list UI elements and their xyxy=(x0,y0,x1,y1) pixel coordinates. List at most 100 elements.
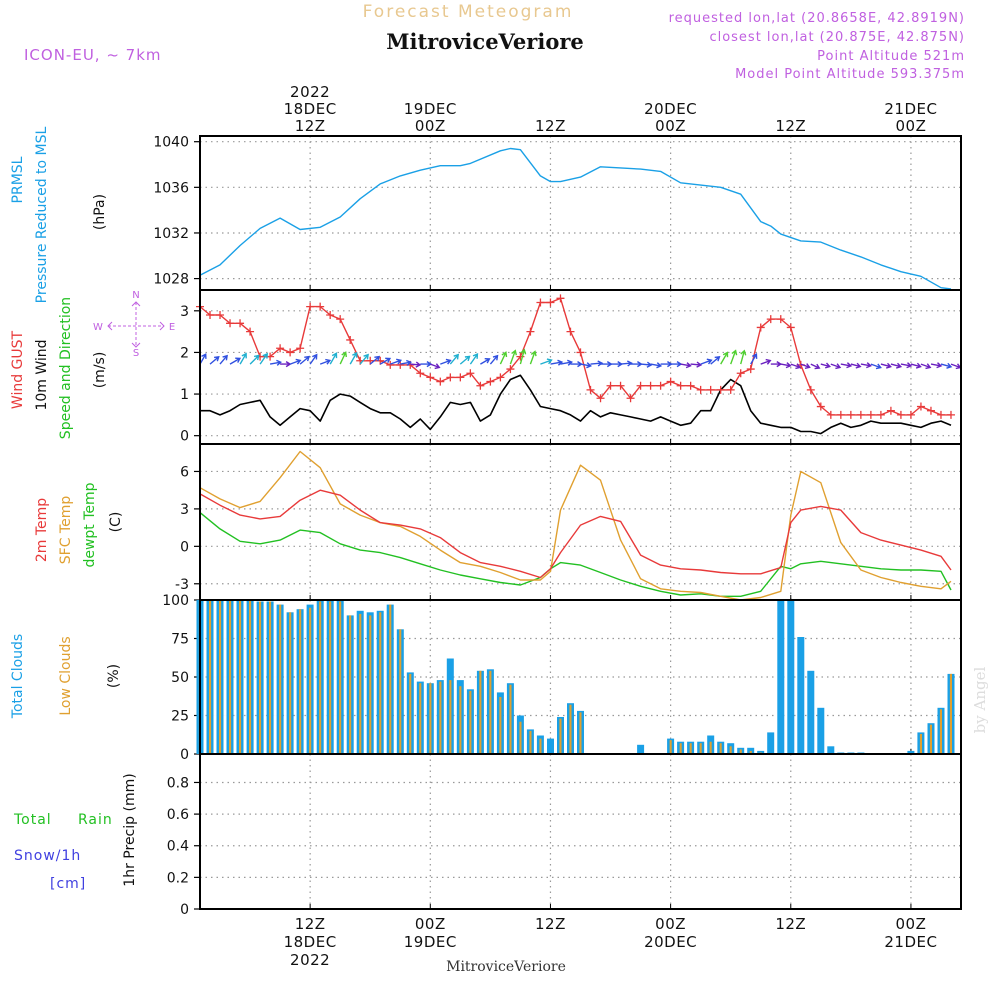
wind-gust-point xyxy=(626,394,635,403)
temp-unit: (C) xyxy=(108,512,124,533)
wind-direction-arrow xyxy=(529,350,537,365)
total-clouds-bar xyxy=(787,600,795,754)
wind-direction-arrow xyxy=(910,362,922,369)
wind-direction-arrow xyxy=(920,363,932,370)
wind-gust-point xyxy=(716,385,725,394)
low-clouds-bar xyxy=(409,673,412,754)
low-clouds-bar xyxy=(509,684,512,754)
wind-direction-arrow xyxy=(209,355,220,365)
low-clouds-bar xyxy=(679,743,682,754)
low-clouds-bar xyxy=(209,600,212,754)
wind-direction-arrow xyxy=(550,359,564,366)
compass-n: N xyxy=(132,290,139,301)
wind-direction-arrow xyxy=(269,359,282,366)
wind-gust-point xyxy=(546,298,555,307)
wind-gust-point xyxy=(666,377,675,386)
wind-direction-arrow xyxy=(339,351,347,365)
wind-direction-arrow xyxy=(840,362,853,369)
low-clouds-bar xyxy=(429,683,432,754)
wind-direction-arrow xyxy=(780,362,792,369)
wind-gust-point xyxy=(826,410,835,419)
total-clouds-bar xyxy=(807,670,815,754)
wind-direction-arrow xyxy=(289,358,302,365)
bottom-time-label: 2022 xyxy=(290,951,330,969)
wind-gust-point xyxy=(416,369,425,378)
low-clouds-bar xyxy=(719,743,722,754)
low-clouds-bar xyxy=(469,690,472,754)
precip-ytick-label: 0.4 xyxy=(167,839,189,855)
wind-gust-point xyxy=(436,377,445,386)
pressure-ytick-label: 1032 xyxy=(153,226,189,242)
low-clouds-bar xyxy=(379,612,382,754)
low-clouds-bar xyxy=(459,686,462,754)
wind-direction-arrow xyxy=(860,362,873,369)
model-label: ICON-EU, ~ 7km xyxy=(24,46,162,64)
wind-gust-point xyxy=(846,410,855,419)
precip-rain-label: Rain xyxy=(78,812,113,828)
temp-ytick-label: 3 xyxy=(180,502,189,518)
wind-gust-point xyxy=(726,385,735,394)
clouds-ytick-label: 25 xyxy=(171,709,189,725)
low-clouds-bar xyxy=(479,670,482,754)
wind-unit: (m/s) xyxy=(92,352,108,389)
wind-gust-point xyxy=(766,315,775,324)
wind-direction-arrow xyxy=(580,362,592,369)
compass-e: E xyxy=(169,322,175,333)
wind-gust-point xyxy=(536,298,545,307)
wind-gust-point xyxy=(876,410,885,419)
total-clouds-bar xyxy=(637,744,645,754)
prmsl-line xyxy=(199,147,952,290)
wind-gust-point xyxy=(646,381,655,390)
wind-gust-point xyxy=(386,360,395,369)
wind-gust-point xyxy=(526,327,535,336)
top-time-label: 19DEC xyxy=(404,100,457,118)
top-time-label: 00Z xyxy=(895,117,926,135)
bottom-time-label: 00Z xyxy=(895,915,926,933)
wind-direction-arrow xyxy=(620,360,633,367)
precip-ytick-label: 0.2 xyxy=(167,870,189,886)
low-clouds-bar xyxy=(749,750,752,754)
wind-direction-arrow xyxy=(440,358,452,365)
low-clouds-bar xyxy=(319,601,322,754)
clouds-ytick-label: 75 xyxy=(171,632,189,648)
temp-ytick-label: 0 xyxy=(180,539,189,555)
wind-ytick-label: 2 xyxy=(180,345,189,361)
footer-location: MitroviceVeriore xyxy=(446,959,566,975)
precip-unit: 1hr Precip (mm) xyxy=(122,773,138,886)
wind-gust-point xyxy=(896,410,905,419)
pressure-plot-area xyxy=(200,136,961,290)
wind-gust-point xyxy=(906,410,915,419)
total-clouds-bar xyxy=(757,750,765,754)
wind-direction-arrow xyxy=(940,362,953,369)
compass-s: S xyxy=(133,348,139,359)
low-clouds-bar xyxy=(519,721,522,754)
low-clouds-bar xyxy=(739,749,742,754)
wind-gust-point xyxy=(786,323,795,332)
wind-direction-arrow xyxy=(509,349,517,365)
wind-gust-point xyxy=(486,377,495,386)
low-clouds-bar xyxy=(279,604,282,754)
bottom-time-label: 19DEC xyxy=(404,933,457,951)
low-clouds-bar xyxy=(419,683,422,754)
precip-frame xyxy=(199,753,962,910)
wind-gust-label: Wind GUST xyxy=(10,330,26,409)
top-time-label: 2022 xyxy=(290,83,330,101)
top-time-label: 00Z xyxy=(655,117,686,135)
panel-pressure: 1028 1032 1036 1040 xyxy=(153,135,961,290)
wind-direction-arrow xyxy=(480,358,491,365)
wind-gust-point xyxy=(816,402,825,411)
wind-gust-point xyxy=(676,381,685,390)
temp-ytick-label: -3 xyxy=(175,577,189,593)
bottom-time-label: 20DEC xyxy=(644,933,697,951)
wind-direction-arrow xyxy=(820,362,831,369)
wind-direction-arrow xyxy=(499,351,508,365)
low-clouds-bar xyxy=(689,743,692,754)
wind-ytick-label: 0 xyxy=(180,429,189,445)
wind-direction-arrow xyxy=(469,353,479,365)
wind-direction-arrow xyxy=(219,354,228,365)
precip-ytick-label: 0 xyxy=(180,902,189,918)
low-clouds-bar xyxy=(489,670,492,754)
wind-direction-arrow xyxy=(730,349,738,365)
requested-coords: requested lon,lat (20.8658E, 42.8919N) xyxy=(669,11,965,26)
low-clouds-bar xyxy=(439,681,442,754)
